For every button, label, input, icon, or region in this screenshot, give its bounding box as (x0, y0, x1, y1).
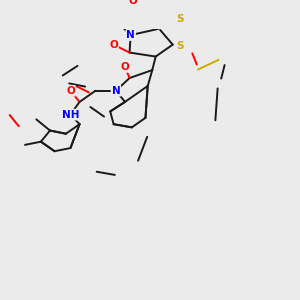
Text: O: O (121, 62, 129, 72)
Text: N: N (126, 30, 135, 40)
Text: O: O (109, 40, 118, 50)
Text: S: S (176, 14, 183, 24)
Text: NH: NH (62, 110, 79, 120)
Text: S: S (176, 41, 184, 51)
Text: O: O (129, 0, 137, 6)
Text: N: N (112, 86, 120, 96)
Text: O: O (66, 86, 75, 96)
